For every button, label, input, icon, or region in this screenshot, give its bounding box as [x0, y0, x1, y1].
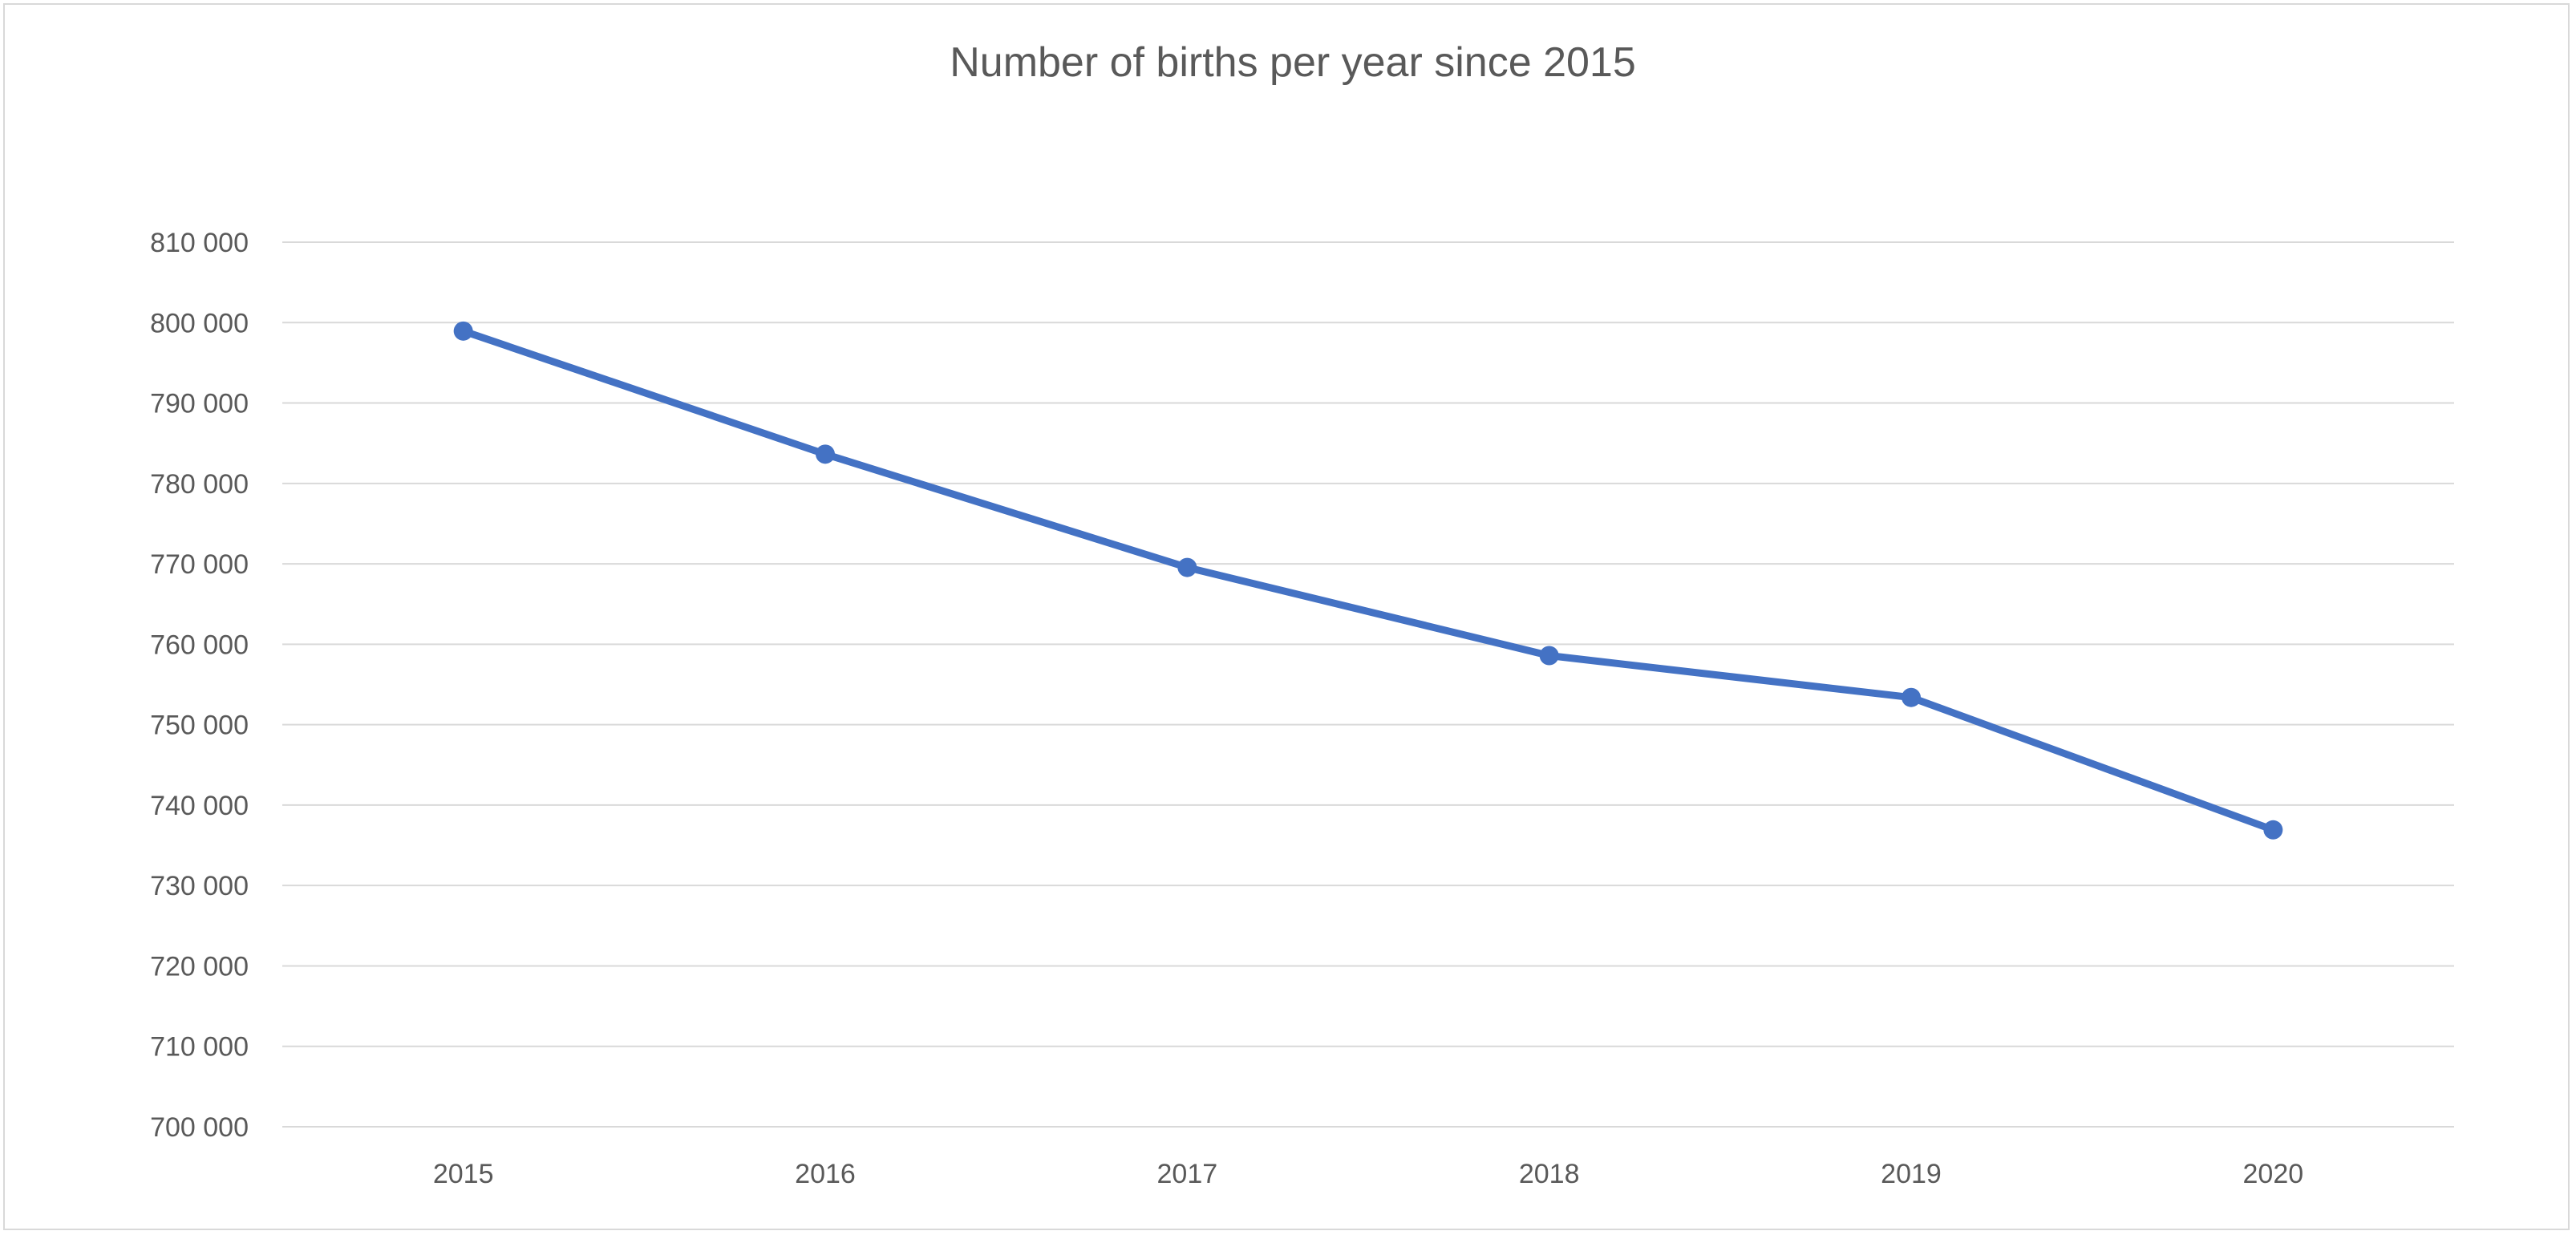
x-tick-label: 2017	[1157, 1159, 1218, 1189]
data-point	[816, 444, 835, 464]
y-tick-label: 770 000	[150, 549, 249, 580]
chart-frame	[3, 3, 2570, 1230]
y-tick-label: 710 000	[150, 1032, 249, 1063]
x-tick-label: 2016	[795, 1159, 856, 1189]
y-axis-labels: 700 000 710 000 720 000 730 000 740 000 750 0…	[150, 228, 249, 1143]
y-tick-label: 760 000	[150, 630, 249, 660]
y-tick-label: 810 000	[150, 228, 249, 258]
data-point	[2263, 820, 2283, 840]
x-tick-label: 2015	[433, 1159, 494, 1189]
series-line	[460, 327, 2277, 834]
x-axis-labels: 2015 2016 2017 2018 2019 2020	[433, 1159, 2303, 1189]
y-tick-label: 780 000	[150, 469, 249, 500]
data-point	[1177, 557, 1197, 577]
x-tick-label: 2019	[1881, 1159, 1942, 1189]
series-births	[453, 321, 2283, 840]
chart-title: Number of births per year since 2015	[950, 39, 1636, 86]
y-tick-label: 720 000	[150, 951, 249, 982]
y-tick-label: 700 000	[150, 1112, 249, 1143]
y-tick-label: 730 000	[150, 871, 249, 901]
y-tick-label: 740 000	[150, 791, 249, 821]
data-point	[1902, 687, 1921, 707]
x-tick-label: 2020	[2243, 1159, 2304, 1189]
x-tick-label: 2018	[1519, 1159, 1580, 1189]
y-tick-label: 790 000	[150, 389, 249, 419]
y-tick-label: 750 000	[150, 711, 249, 741]
gridlines	[282, 241, 2454, 1128]
data-point	[1539, 646, 1559, 666]
y-tick-label: 800 000	[150, 308, 249, 338]
data-point	[453, 321, 473, 341]
